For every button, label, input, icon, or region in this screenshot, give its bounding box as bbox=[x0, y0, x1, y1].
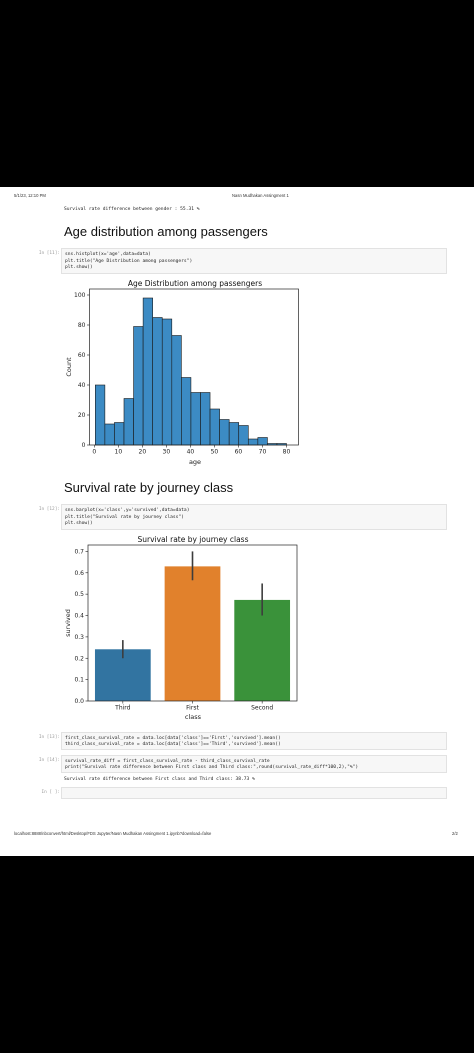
x-tick-label: 50 bbox=[211, 449, 219, 456]
class-barplot: Survival rate by journey class Third Firs… bbox=[64, 535, 298, 721]
code-cell-13[interactable]: first_class_survival_rate = data.loc[dat… bbox=[61, 732, 447, 750]
histogram-bar bbox=[219, 419, 230, 446]
code-line: plt.show() bbox=[65, 265, 93, 270]
plot-frame bbox=[89, 288, 299, 446]
y-tick-label: 0.1 bbox=[74, 677, 84, 684]
code-line: plt.title("Age Distribution among passen… bbox=[65, 258, 193, 264]
code-line: sns.barplot(x='class',y='survived',data=… bbox=[65, 508, 190, 513]
code-line: survival_rate_diff = first_class_surviva… bbox=[65, 758, 270, 764]
print-header-title: Nasn Mudhakan Assingment 1 bbox=[232, 193, 289, 198]
x-tick-label: 0 bbox=[92, 449, 96, 456]
histogram-bar bbox=[114, 422, 125, 446]
print-footer-page: 2/2 bbox=[452, 831, 458, 836]
histogram-bar bbox=[133, 326, 144, 446]
chart-title: Age Distribution among passengers bbox=[128, 279, 262, 288]
y-tick-label: 0.5 bbox=[74, 591, 84, 598]
x-tick-label: 60 bbox=[235, 449, 243, 456]
cell-14-prompt: In [14]: bbox=[38, 758, 60, 763]
histogram-bar bbox=[142, 297, 153, 446]
notebook-page: 5/1/23, 12:10 PM Nasn Mudhakan Assingmen… bbox=[0, 187, 474, 856]
code-line: third_class_survival_rate = data.loc[dat… bbox=[65, 742, 281, 747]
histogram-bar bbox=[257, 437, 268, 446]
histogram-bar bbox=[190, 392, 201, 446]
y-tick-label: 80 bbox=[78, 322, 86, 329]
y-tick-label: 0.6 bbox=[74, 570, 84, 577]
x-axis-label: class bbox=[185, 713, 202, 721]
code-line: print("Survival rate difference between … bbox=[65, 765, 359, 770]
histogram-bar bbox=[200, 392, 211, 446]
y-tick-label: 0.0 bbox=[74, 698, 84, 705]
histogram-bar bbox=[228, 422, 240, 446]
bar-first bbox=[164, 566, 221, 701]
y-tick-label: 100 bbox=[74, 292, 86, 299]
code-line: first_class_survival_rate = data.loc[dat… bbox=[65, 735, 281, 741]
histogram-bar bbox=[209, 408, 220, 446]
code-cell-11[interactable]: sns.histplot(x='age',data=data) plt.titl… bbox=[61, 248, 447, 274]
cell-12-prompt: In [12]: bbox=[38, 507, 60, 512]
class-section-heading: Survival rate by journey class bbox=[64, 480, 234, 495]
histogram-bar bbox=[104, 423, 115, 446]
x-tick-label: Third bbox=[114, 705, 130, 712]
code-line: plt.title("Survival rate by journey clas… bbox=[65, 514, 184, 520]
histogram-bar bbox=[171, 335, 182, 446]
x-tick-label: 30 bbox=[163, 449, 171, 456]
x-tick-label: 80 bbox=[283, 449, 291, 456]
y-tick-label: 0.3 bbox=[74, 634, 84, 641]
x-tick-label: 40 bbox=[187, 449, 195, 456]
y-tick-label: 0 bbox=[82, 442, 86, 449]
histogram-bar bbox=[238, 425, 249, 446]
y-tick-label: 0.2 bbox=[74, 655, 84, 662]
histogram-bar bbox=[161, 318, 173, 446]
class-diff-output: Survival rate difference between First c… bbox=[64, 777, 255, 782]
histogram-bar bbox=[123, 398, 134, 446]
histogram-bar bbox=[95, 384, 106, 446]
bar-second bbox=[234, 599, 291, 701]
x-tick-label: First bbox=[186, 705, 199, 712]
chart-title: Survival rate by journey class bbox=[137, 535, 248, 544]
cell-13-prompt: In [13]: bbox=[38, 735, 60, 740]
code-line: sns.histplot(x='age',data=data) bbox=[65, 252, 151, 257]
histogram-bar bbox=[247, 438, 259, 446]
histogram-bar bbox=[152, 317, 163, 446]
empty-code-cell[interactable] bbox=[61, 787, 447, 799]
print-header-date: 5/1/23, 12:10 PM bbox=[14, 193, 46, 198]
cell-15-prompt: In [ ]: bbox=[41, 790, 60, 795]
x-tick-label: 20 bbox=[139, 449, 147, 456]
y-axis-label: Count bbox=[65, 357, 73, 377]
cell-11-prompt: In [11]: bbox=[38, 251, 60, 256]
histogram-bar bbox=[181, 377, 192, 446]
x-tick-label: 70 bbox=[259, 449, 267, 456]
y-tick-label: 60 bbox=[78, 352, 86, 359]
y-tick-label: 20 bbox=[78, 412, 86, 419]
y-axis-label: survived bbox=[64, 609, 72, 637]
x-axis-label: age bbox=[189, 458, 201, 466]
gender-diff-output: Survival rate difference between gender … bbox=[64, 207, 200, 212]
code-cell-14[interactable]: survival_rate_diff = first_class_surviva… bbox=[61, 755, 447, 773]
x-tick-label: Second bbox=[251, 705, 273, 712]
code-line: plt.show() bbox=[65, 521, 93, 526]
y-tick-label: 40 bbox=[78, 382, 86, 389]
y-tick-label: 0.4 bbox=[74, 613, 84, 620]
age-section-heading: Age distribution among passengers bbox=[64, 224, 268, 239]
code-cell-12[interactable]: sns.barplot(x='class',y='survived',data=… bbox=[61, 504, 447, 530]
x-tick-label: 10 bbox=[115, 449, 123, 456]
age-histogram: Age Distribution among passengers 0 10 20 3… bbox=[65, 279, 299, 466]
y-tick-label: 0.7 bbox=[74, 548, 84, 555]
print-footer-url: localhost:8888/nbconvert/html/Desktop/FD… bbox=[14, 831, 212, 836]
